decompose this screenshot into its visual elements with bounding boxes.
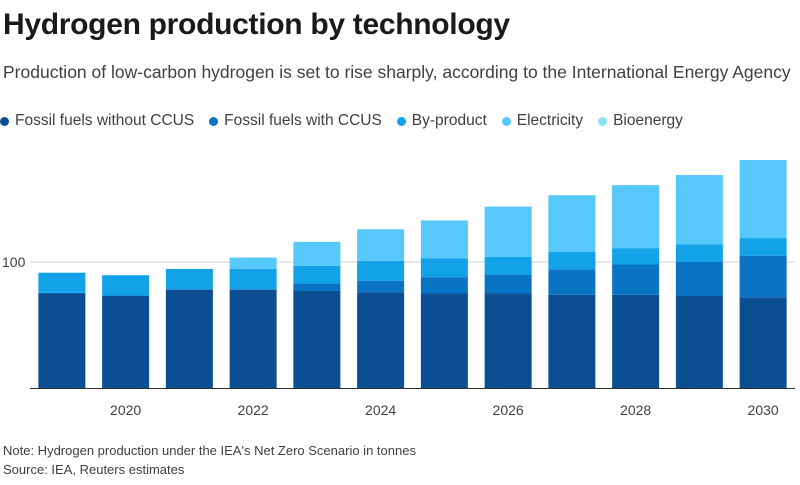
x-tick-label: 2030	[748, 402, 779, 418]
bar-segment	[102, 296, 150, 388]
bar-segment	[739, 255, 787, 298]
bar-segment	[293, 290, 341, 388]
stacked-bar-chart: 100 2020 2022 2024 2026 2028 2030	[2, 159, 795, 418]
bar-segment	[229, 289, 277, 290]
bar-segment	[484, 293, 532, 388]
bar-segment	[675, 262, 723, 297]
x-tick-label: 2022	[238, 402, 269, 418]
x-tick-label: 2028	[620, 402, 651, 418]
chart-source: Source: IEA, Reuters estimates	[3, 462, 185, 477]
bar-segment	[293, 241, 341, 266]
x-tick-label: 2020	[110, 402, 141, 418]
bar-segment	[38, 292, 86, 294]
bar-segment	[357, 229, 405, 261]
bar-segment	[484, 274, 532, 294]
bar-segment	[357, 260, 405, 281]
bar-segment	[165, 268, 213, 290]
bar-segment	[420, 293, 468, 388]
legend-item-bioenergy: Bioenergy	[598, 112, 683, 130]
bar-segment	[420, 277, 468, 294]
legend-swatch	[598, 116, 608, 126]
bar-segment	[739, 297, 787, 388]
bar-segment	[675, 244, 723, 262]
bar-segment	[229, 257, 277, 269]
legend-label: By-product	[411, 112, 487, 129]
bar-segment	[229, 289, 277, 388]
legend-item-fossil-with-ccus: Fossil fuels with CCUS	[209, 112, 382, 130]
bar-segment	[357, 280, 405, 293]
bar-segment	[612, 185, 660, 249]
legend-swatch	[501, 116, 511, 126]
bar-segment	[357, 292, 405, 388]
bar-segment	[739, 159, 787, 239]
bar-segment	[102, 275, 150, 296]
chart-note: Note: Hydrogen production under the IEA'…	[3, 443, 416, 458]
legend-item-by-product: By-product	[396, 112, 487, 130]
bar-segment	[739, 238, 787, 256]
bar-segment	[612, 294, 660, 388]
bar-segment	[229, 268, 277, 290]
bar-segment	[675, 296, 723, 388]
bar-segment	[612, 264, 660, 295]
bar-segment	[38, 293, 86, 388]
bar-segment	[165, 289, 213, 290]
bar-segment	[293, 265, 341, 284]
legend-label: Bioenergy	[613, 112, 683, 129]
legend-swatch	[396, 116, 406, 126]
x-tick-label: 2024	[365, 402, 396, 418]
bar-segment	[420, 258, 468, 278]
bar-segment	[484, 256, 532, 275]
chart-subtitle: Production of low-carbon hydrogen is set…	[3, 62, 791, 82]
bar-segment	[420, 220, 468, 259]
legend-item-electricity: Electricity	[501, 112, 584, 130]
bar-segment	[548, 294, 596, 388]
x-tick-label: 2026	[493, 402, 524, 418]
legend-label: Fossil fuels without CCUS	[15, 112, 195, 129]
legend-item-fossil-without-ccus: Fossil fuels without CCUS	[0, 112, 194, 130]
legend-swatch	[0, 116, 9, 126]
bar-segment	[38, 272, 86, 293]
legend-swatch	[209, 116, 219, 126]
bar-segment	[612, 248, 660, 265]
bar-segment	[548, 269, 596, 295]
bar-segment	[548, 195, 596, 252]
bar-segment	[165, 289, 213, 388]
bar-segment	[548, 251, 596, 270]
bar-segment	[675, 175, 723, 245]
y-tick-label: 100	[2, 254, 26, 270]
bar-segment	[293, 283, 341, 291]
bar-segment	[484, 206, 532, 257]
legend: Fossil fuels without CCUS Fossil fuels w…	[0, 112, 698, 130]
legend-label: Electricity	[516, 112, 584, 129]
chart-title: Hydrogen production by technology	[3, 8, 510, 41]
legend-label: Fossil fuels with CCUS	[224, 112, 382, 129]
bar-segment	[102, 295, 150, 297]
